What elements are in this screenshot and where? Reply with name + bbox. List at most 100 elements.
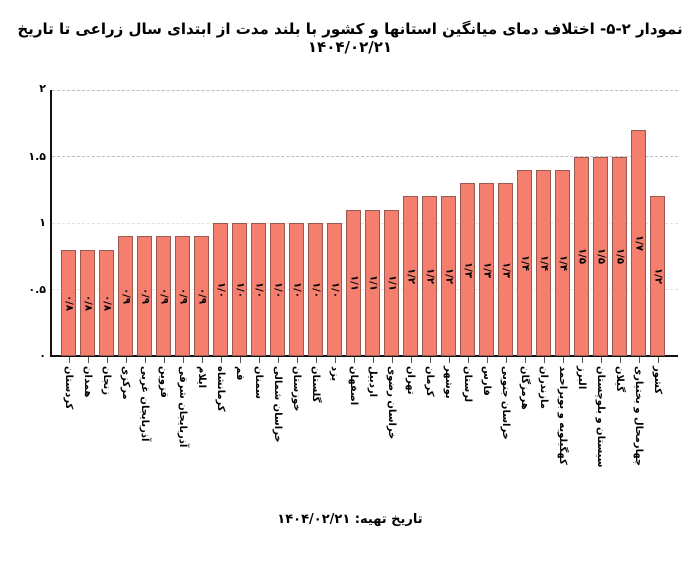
x-category-label: خراسان شمالی [272, 366, 283, 443]
bar: ۱/۰ [232, 223, 247, 356]
x-tick [524, 357, 526, 363]
bar: ۱/۳ [498, 183, 513, 356]
x-tick [429, 357, 431, 363]
x-category-label: البرز [576, 366, 587, 390]
bar-value-label: ۱/۴ [519, 254, 530, 271]
x-category-label: قم [234, 366, 245, 381]
bar: ۰/۹ [137, 236, 152, 356]
bar-value-label: ۱/۲ [652, 268, 663, 285]
y-tick-2: ۲ [39, 82, 46, 95]
x-category-label: هرمزگان [519, 366, 530, 410]
y-axis [50, 90, 52, 357]
bar: ۱/۰ [270, 223, 285, 356]
bar-value-label: ۱/۱ [386, 274, 397, 291]
bar: ۱/۲ [422, 196, 437, 356]
bar: ۱/۵ [593, 156, 608, 356]
bar-value-label: ۱/۳ [500, 261, 511, 278]
bar: ۰/۹ [175, 236, 190, 356]
x-tick [182, 357, 184, 363]
x-category-label: یزد [329, 366, 340, 382]
bar: ۱/۰ [308, 223, 323, 356]
x-tick [562, 357, 564, 363]
bar: ۱/۳ [460, 183, 475, 356]
x-tick [87, 357, 89, 363]
x-tick [543, 357, 545, 363]
bar: ۰/۸ [61, 249, 76, 356]
bar: ۱/۲ [441, 196, 456, 356]
x-tick [144, 357, 146, 363]
bar: ۱/۰ [289, 223, 304, 356]
x-tick [486, 357, 488, 363]
bar-value-label: ۰/۸ [63, 294, 74, 311]
bar-value-label: ۱/۰ [253, 281, 264, 298]
bar: ۱/۳ [479, 183, 494, 356]
x-tick [125, 357, 127, 363]
x-category-label: کرمان [424, 366, 435, 397]
x-category-label: سیستان و بلوچستان [595, 366, 606, 468]
chart-title: نمودار ۲-۵- اختلاف دمای میانگین استانها … [17, 20, 683, 56]
bar-value-label: ۱/۴ [538, 254, 549, 271]
x-category-label: فارس [481, 366, 492, 396]
x-tick [657, 357, 659, 363]
bar: ۱/۴ [555, 169, 570, 356]
bar-value-label: ۱/۴ [557, 254, 568, 271]
bar-value-label: ۱/۵ [576, 248, 587, 265]
x-tick [448, 357, 450, 363]
y-tick-0-5: ۰.۵ [28, 283, 46, 296]
y-tick-1: ۱ [39, 216, 46, 229]
bar-value-label: ۰/۹ [120, 288, 131, 305]
bar-value-label: ۱/۳ [462, 261, 473, 278]
bar-value-label: ۱/۱ [367, 274, 378, 291]
bar-value-label: ۱/۵ [614, 248, 625, 265]
bar-value-label: ۱/۰ [291, 281, 302, 298]
x-category-label: چهارمحال و بختیاری [633, 366, 644, 467]
x-category-label: خراسان رضوی [386, 366, 397, 440]
x-category-label: آذربایجان غربی [139, 366, 150, 442]
bar: ۱/۵ [574, 156, 589, 356]
x-tick [600, 357, 602, 363]
x-category-label: خراسان جنوبی [500, 366, 511, 440]
bar-value-label: ۱/۲ [405, 268, 416, 285]
x-tick [220, 357, 222, 363]
bar-value-label: ۱/۰ [272, 281, 283, 298]
y-tick-1-5: ۱.۵ [28, 150, 46, 163]
x-category-label: مازندران [538, 366, 549, 409]
x-tick [619, 357, 621, 363]
bar: ۱/۵ [612, 156, 627, 356]
x-tick [277, 357, 279, 363]
bar-value-label: ۰/۹ [139, 288, 150, 305]
x-tick [106, 357, 108, 363]
x-category-label: قزوین [158, 366, 169, 398]
x-category-label: گیلان [614, 366, 625, 393]
x-category-label: مرکزی [120, 366, 131, 400]
x-category-label: بوشهر [443, 366, 454, 399]
bar-value-label: ۱/۱ [348, 274, 359, 291]
bar-value-label: ۱/۷ [633, 235, 644, 251]
x-tick [315, 357, 317, 363]
bar-value-label: ۱/۳ [481, 261, 492, 278]
x-category-label: ایلام [196, 366, 207, 389]
x-category-label: کردستان [63, 366, 74, 410]
bar-value-label: ۰/۹ [196, 288, 207, 305]
bar-value-label: ۱/۲ [424, 268, 435, 285]
x-tick [163, 357, 165, 363]
gridline-2 [52, 90, 678, 91]
x-tick [372, 357, 374, 363]
bar: ۱/۲ [403, 196, 418, 356]
bar: ۰/۸ [80, 249, 95, 356]
bar: ۱/۱ [384, 209, 399, 356]
bar: ۱/۰ [251, 223, 266, 356]
x-category-label: اصفهان [348, 366, 359, 406]
x-tick [201, 357, 203, 363]
x-category-label: کهگیلویه و بویراحمد [557, 366, 568, 465]
x-category-label: آذربایجان شرقی [177, 366, 188, 448]
bar-value-label: ۰/۸ [101, 294, 112, 311]
x-tick [581, 357, 583, 363]
x-category-label: لرستان [462, 366, 473, 403]
x-category-label: کشور [652, 366, 663, 395]
x-tick [467, 357, 469, 363]
bar-value-label: ۰/۹ [158, 288, 169, 305]
bar-value-label: ۱/۰ [234, 281, 245, 298]
bar: ۰/۹ [156, 236, 171, 356]
